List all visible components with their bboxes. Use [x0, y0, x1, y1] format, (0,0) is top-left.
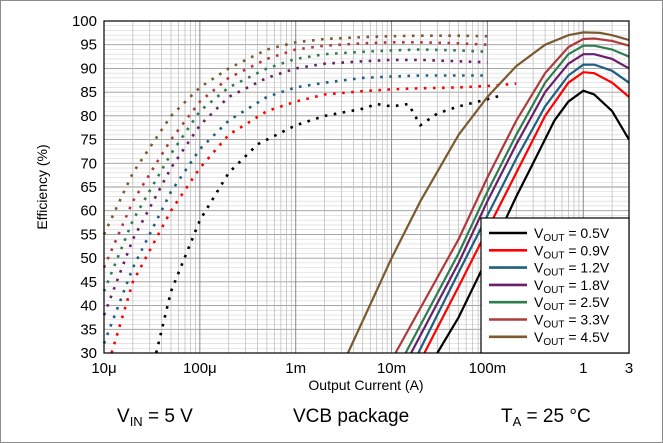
- y-tick-label: 55: [80, 226, 97, 243]
- series-0-light-load-line: [154, 93, 505, 354]
- legend-label: VOUT = 0.9V: [534, 242, 610, 261]
- y-tick-label: 90: [80, 60, 97, 77]
- legend-label: VOUT = 0.5V: [534, 225, 610, 244]
- series-2-pwm-line: [417, 63, 630, 354]
- series-0-pwm-line: [436, 89, 630, 354]
- series-1-pwm-line: [423, 71, 630, 354]
- series-6-pwm-line: [346, 31, 630, 354]
- series-5-light-load-line: [102, 41, 488, 269]
- package-label: VCB package: [293, 406, 410, 427]
- y-tick-label: 30: [80, 345, 97, 362]
- y-tick-label: 80: [80, 108, 97, 125]
- x-tick-label: 10μ: [91, 360, 116, 377]
- curves: [102, 31, 630, 354]
- legend-label: VOUT = 2.5V: [534, 294, 610, 313]
- y-tick-label: 70: [80, 155, 97, 172]
- y-tick-label: 50: [80, 250, 97, 267]
- x-tick-label: 100m: [469, 360, 507, 377]
- x-tick-label: 10m: [377, 360, 406, 377]
- legend-label: VOUT = 1.8V: [534, 277, 610, 296]
- legend-label: VOUT = 1.2V: [534, 260, 610, 279]
- series-4-pwm-line: [404, 44, 630, 354]
- ta-label: TA = 25 °C: [501, 406, 591, 429]
- x-tick-labels: 10μ 100μ 1m 10m 100m 1 3: [91, 360, 633, 377]
- x-tick-label: 1: [579, 360, 587, 377]
- x-tick-label: 3: [625, 360, 633, 377]
- y-tick-label: 45: [80, 274, 97, 291]
- y-tick-label: 65: [80, 179, 97, 196]
- x-tick-label: 100μ: [183, 360, 217, 377]
- y-tick-label: 60: [80, 203, 97, 220]
- y-tick-label: 75: [80, 132, 97, 149]
- y-tick-label: 85: [80, 84, 97, 101]
- series-3-pwm-line: [410, 53, 630, 354]
- legend-label: VOUT = 4.5V: [534, 329, 610, 348]
- series-5-pwm-line: [394, 37, 630, 354]
- series-1-light-load-line: [110, 82, 517, 354]
- y-tick-label: 40: [80, 298, 97, 315]
- y-tick-label: 95: [80, 37, 97, 54]
- series-2-light-load-line: [102, 74, 488, 344]
- y-tick-label: 35: [80, 321, 97, 338]
- y-axis-label: Efficiency (%): [34, 144, 50, 229]
- y-tick-labels: 30 35 40 45 50 55 60 65 70 75 80 85 90 95 100: [72, 13, 97, 362]
- series-6-light-load-line: [102, 34, 488, 235]
- x-axis-label: Output Current (A): [308, 377, 423, 393]
- plot-border: [103, 20, 630, 354]
- x-tick-label: 1m: [285, 360, 306, 377]
- legend-label: VOUT = 3.3V: [534, 312, 610, 331]
- y-tick-label: 100: [72, 13, 97, 30]
- vin-label: VIN = 5 V: [117, 406, 193, 429]
